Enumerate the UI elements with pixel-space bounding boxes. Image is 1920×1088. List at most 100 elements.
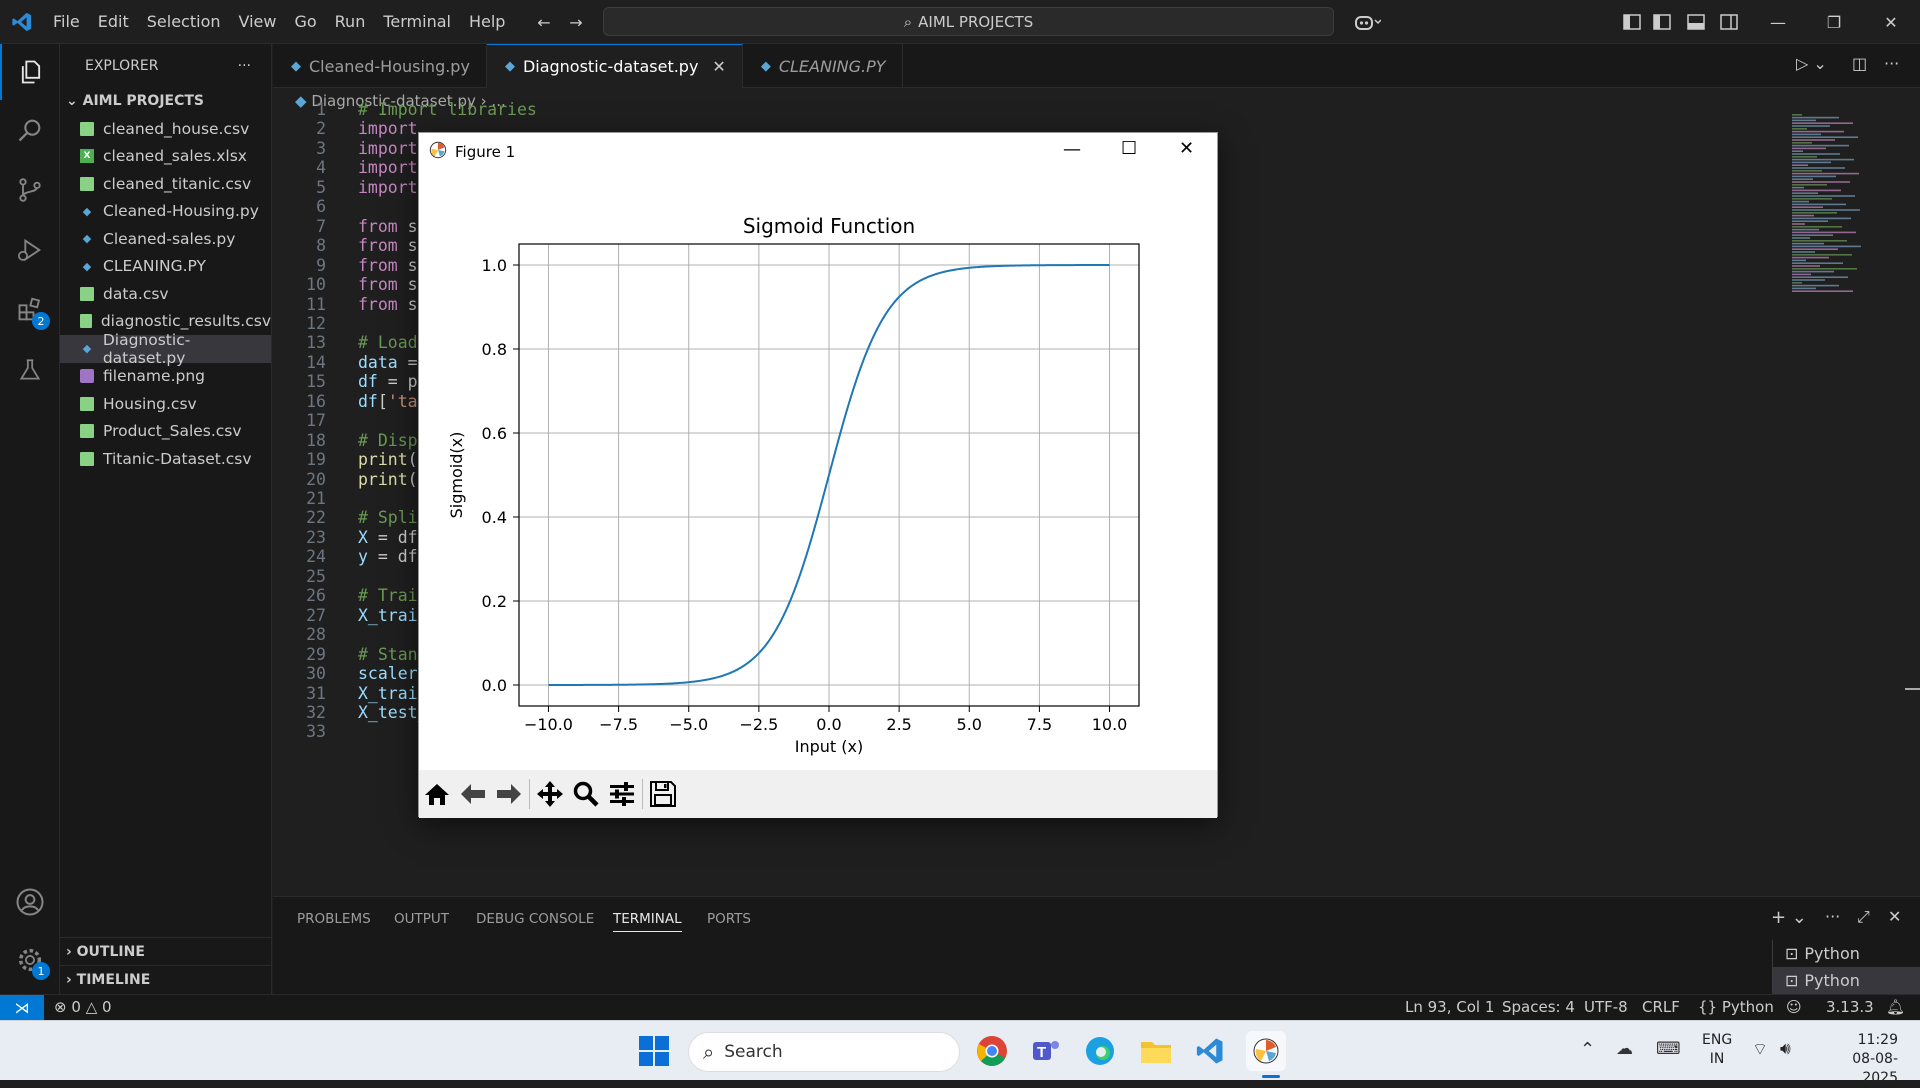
keyboard-icon[interactable]: ⌨ <box>1656 1039 1681 1059</box>
more-actions-icon[interactable]: ··· <box>237 58 251 74</box>
configure-subplots-icon[interactable] <box>604 774 640 814</box>
menu-go[interactable]: Go <box>294 11 317 31</box>
back-icon[interactable] <box>455 774 491 814</box>
file-item[interactable]: ◆ CLEANING.PY <box>60 253 271 281</box>
figure-close-icon[interactable]: ✕ <box>1179 138 1195 159</box>
code-line[interactable]: from s <box>358 216 418 236</box>
cursor-position[interactable]: Ln 93, Col 1 <box>1405 998 1495 1016</box>
code-line[interactable]: # Load <box>358 333 418 353</box>
code-line[interactable]: from s <box>358 255 418 275</box>
chrome-icon[interactable] <box>972 1031 1012 1071</box>
volume-icon[interactable]: 🔊︎ <box>1780 1039 1791 1059</box>
tab-cleaning-py[interactable]: ◆ CLEANING.PY <box>743 44 903 88</box>
copilot-icon[interactable] <box>1348 8 1388 36</box>
file-item[interactable]: Titanic-Dataset.csv <box>60 445 271 473</box>
code-line[interactable]: data = <box>358 352 418 372</box>
code-line[interactable]: # Spli <box>358 508 418 528</box>
pan-icon[interactable] <box>532 774 568 814</box>
code-line[interactable]: X = df <box>358 527 418 547</box>
language-mode[interactable]: {} Python <box>1698 998 1774 1016</box>
forward-arrow-icon[interactable]: → <box>569 12 583 32</box>
problems-status[interactable]: ⊗ 0 △ 0 <box>54 998 112 1016</box>
minimize-window-icon[interactable]: — <box>1770 12 1786 32</box>
accounts-icon[interactable] <box>0 874 60 930</box>
menu-selection[interactable]: Selection <box>146 11 221 31</box>
code-line[interactable]: # Stan <box>358 644 418 664</box>
vscode-taskbar-icon[interactable] <box>1190 1031 1230 1071</box>
menu-run[interactable]: Run <box>334 11 366 31</box>
maximize-panel-icon[interactable]: ⤢ <box>1857 907 1870 926</box>
indentation[interactable]: Spaces: 4 <box>1502 998 1575 1016</box>
line-ending[interactable]: CRLF <box>1642 998 1680 1016</box>
search-activity-icon[interactable] <box>0 102 60 158</box>
code-line[interactable]: import <box>358 158 418 178</box>
edge-icon[interactable] <box>1080 1031 1120 1071</box>
settings-gear-icon[interactable]: 1 <box>0 932 60 988</box>
figure-minimize-icon[interactable]: — <box>1063 139 1081 160</box>
code-line[interactable]: from s <box>358 236 418 256</box>
file-explorer-icon[interactable] <box>1136 1031 1176 1071</box>
matplotlib-figure-taskbar-icon[interactable] <box>1246 1031 1286 1071</box>
run-debug-icon[interactable] <box>0 222 60 278</box>
figure-maximize-icon[interactable]: ☐ <box>1121 138 1138 159</box>
scrollbar-thumb[interactable] <box>1905 688 1920 690</box>
panel-tab-problems[interactable]: PROBLEMS <box>297 911 371 927</box>
restore-window-icon[interactable]: ❐ <box>1826 12 1842 32</box>
file-item[interactable]: Product_Sales.csv <box>60 418 271 446</box>
encoding[interactable]: UTF-8 <box>1584 998 1628 1016</box>
code-line[interactable]: print( <box>358 469 418 489</box>
wifi-icon[interactable]: ⌔ <box>1752 1040 1768 1060</box>
editor-more-icon[interactable]: ··· <box>1884 54 1900 73</box>
toggle-panel-icon[interactable] <box>1682 8 1710 36</box>
new-terminal-icon[interactable]: + ⌄ <box>1771 907 1807 928</box>
menu-help[interactable]: Help <box>468 11 506 31</box>
code-line[interactable]: # Import libraries <box>358 100 537 119</box>
panel-more-icon[interactable]: ··· <box>1825 907 1841 926</box>
panel-tab-output[interactable]: OUTPUT <box>394 911 450 927</box>
file-item[interactable]: ◆ Cleaned-sales.py <box>60 225 271 253</box>
file-item[interactable]: cleaned_titanic.csv <box>60 170 271 198</box>
file-item[interactable]: data.csv <box>60 280 271 308</box>
file-item[interactable]: cleaned_house.csv <box>60 115 271 143</box>
teams-icon[interactable]: T <box>1026 1031 1066 1071</box>
code-line[interactable]: df = p <box>358 372 418 392</box>
command-center[interactable]: ⌕ AIML PROJECTS <box>603 7 1334 36</box>
zoom-icon[interactable] <box>568 774 604 814</box>
minimap[interactable] <box>1790 114 1890 299</box>
file-item[interactable]: Housing.csv <box>60 390 271 418</box>
explorer-activity-icon[interactable] <box>0 44 60 100</box>
menu-terminal[interactable]: Terminal <box>383 11 451 31</box>
timeline-section[interactable]: › TIMELINE <box>60 965 271 993</box>
panel-tab-ports[interactable]: PORTS <box>707 911 751 927</box>
forward-icon[interactable] <box>491 774 527 814</box>
source-control-icon[interactable] <box>0 162 60 218</box>
file-item[interactable]: ◆ Diagnostic-dataset.py <box>60 331 271 367</box>
breadcrumb-file[interactable]: Diagnostic-dataset.py <box>311 92 476 110</box>
breadcrumb-rest[interactable]: ... <box>491 92 506 110</box>
clock[interactable]: 11:29 08-08-2025 <box>1818 1031 1898 1088</box>
file-item[interactable]: ◆ Cleaned-Housing.py <box>60 198 271 226</box>
toggle-secondary-sidebar-icon[interactable] <box>1715 8 1743 36</box>
extensions-icon[interactable]: 2 <box>0 282 60 338</box>
code-line[interactable]: # Trai <box>358 586 418 606</box>
run-file-icon[interactable]: ▷ ⌄ <box>1796 54 1827 73</box>
file-item[interactable]: diagnostic_results.csv <box>60 308 271 336</box>
code-line[interactable]: # Disp <box>358 430 418 450</box>
terminal-instance-2[interactable]: ⊡ Python <box>1772 967 1920 994</box>
save-figure-icon[interactable] <box>645 774 681 814</box>
menu-view[interactable]: View <box>238 11 277 31</box>
home-icon[interactable] <box>419 774 455 814</box>
code-line[interactable]: print( <box>358 450 418 470</box>
folder-aiml-projects[interactable]: ⌄ AIML PROJECTS <box>60 88 271 115</box>
copilot-status-icon[interactable]: ☺ <box>1786 998 1802 1016</box>
close-panel-icon[interactable]: ✕ <box>1888 907 1902 926</box>
terminal-instance-1[interactable]: ⊡ Python <box>1772 940 1920 967</box>
onedrive-icon[interactable]: ☁ <box>1616 1039 1633 1059</box>
code-line[interactable]: X_trai <box>358 605 418 625</box>
tab-diagnostic-dataset-py[interactable]: ◆ Diagnostic-dataset.py ✕ <box>486 44 743 88</box>
code-line[interactable]: import <box>358 119 418 139</box>
close-tab-icon[interactable]: ✕ <box>712 57 726 76</box>
menu-edit[interactable]: Edit <box>97 11 129 31</box>
code-line[interactable]: y = df <box>358 547 418 567</box>
